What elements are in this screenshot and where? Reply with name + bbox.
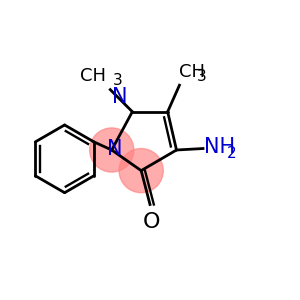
Text: N: N — [112, 87, 128, 107]
Text: NH: NH — [205, 137, 236, 157]
Text: CH: CH — [179, 63, 206, 81]
Text: N: N — [107, 139, 122, 158]
Circle shape — [119, 148, 163, 193]
Text: 3: 3 — [112, 73, 122, 88]
Circle shape — [90, 128, 134, 172]
Text: 2: 2 — [226, 146, 236, 161]
Text: CH: CH — [80, 67, 106, 85]
Text: O: O — [143, 212, 160, 232]
Text: 3: 3 — [197, 69, 207, 84]
